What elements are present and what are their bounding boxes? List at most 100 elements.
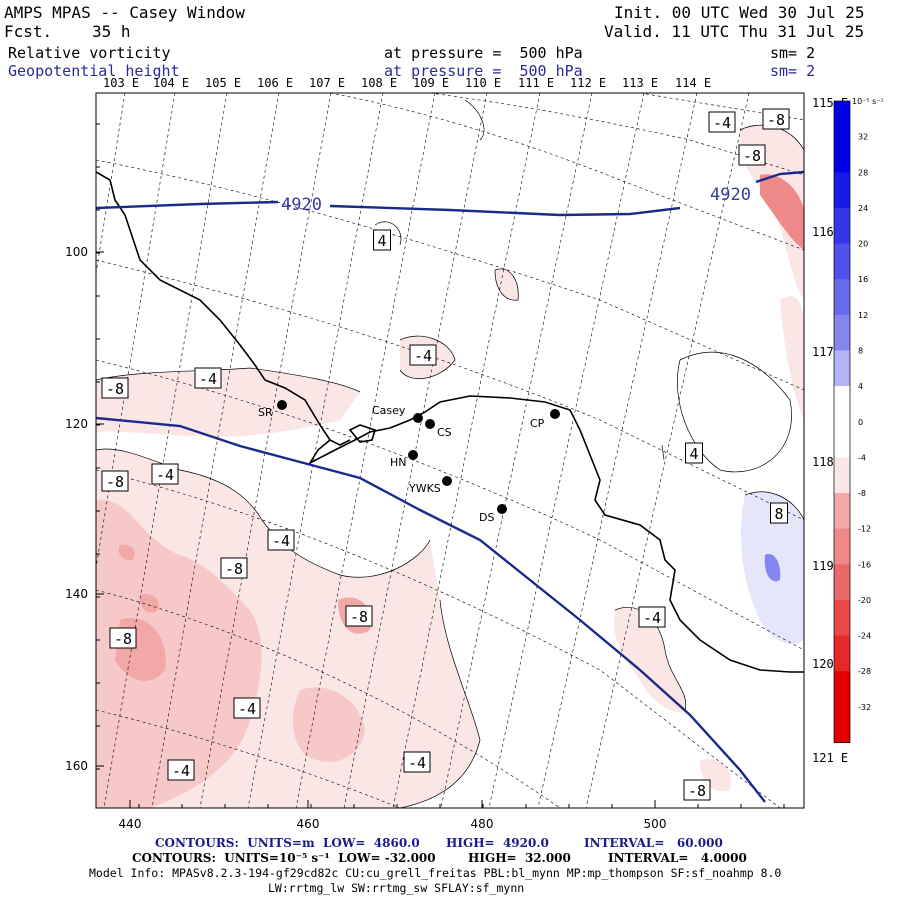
field2-name: Geopotential height bbox=[8, 62, 180, 80]
geopotential-height-contours bbox=[96, 170, 804, 803]
field1-sm: sm= 2 bbox=[770, 44, 816, 62]
vorticity-label: -8 bbox=[114, 630, 132, 648]
colorbar-label: 8 bbox=[858, 346, 863, 355]
colorbar-swatch bbox=[834, 350, 850, 387]
colorbar-swatch bbox=[834, 243, 850, 280]
station-label: DS bbox=[479, 511, 494, 524]
right-longitude-label: 121 E bbox=[812, 751, 848, 765]
colorbar-unit: 10⁻⁵ s⁻¹ bbox=[852, 97, 884, 106]
x-tick-label: 480 bbox=[471, 817, 494, 831]
vorticity-label: -4 bbox=[408, 754, 426, 772]
colorbar-label: -32 bbox=[858, 703, 871, 712]
colorbar-swatch bbox=[834, 101, 850, 138]
colorbar-swatch bbox=[834, 635, 850, 672]
colorbar-label: -12 bbox=[858, 525, 871, 534]
footer-model-info: Model Info: MPASv8.2.3-194-gf29cd82c CU:… bbox=[89, 866, 782, 880]
station-label: YWKS bbox=[408, 482, 441, 495]
vorticity-label: -8 bbox=[688, 782, 706, 800]
colorbar-label: 32 bbox=[858, 133, 868, 142]
top-longitude-label: 103 E bbox=[103, 76, 140, 90]
footer-line1-contours: CONTOURS: UNITS=m LOW= 4860.0 bbox=[155, 836, 420, 850]
station-dot bbox=[550, 409, 560, 419]
top-longitude-label: 110 E bbox=[465, 76, 502, 90]
top-longitude-label: 112 E bbox=[570, 76, 607, 90]
colorbar-swatch bbox=[834, 457, 850, 494]
vorticity-label: -4 bbox=[643, 609, 661, 627]
vorticity-label: -8 bbox=[350, 608, 368, 626]
top-longitude-label: 104 E bbox=[153, 76, 190, 90]
y-tick-label: 140 bbox=[65, 587, 88, 601]
y-tick-label: 100 bbox=[65, 245, 88, 259]
colorbar-swatch bbox=[834, 386, 850, 423]
footer-line1-interval: INTERVAL= 60.000 bbox=[584, 836, 723, 850]
top-longitude-label: 109 E bbox=[413, 76, 450, 90]
footer-model-info2: LW:rrtmg_lw SW:rrtmg_sw SFLAY:sf_mynn bbox=[268, 881, 525, 895]
colorbar-label: 20 bbox=[858, 240, 868, 249]
station-label: SR bbox=[258, 406, 273, 419]
x-axis: 440 460 480 500 bbox=[119, 800, 785, 831]
footer-line2-interval: INTERVAL= 4.0000 bbox=[608, 851, 747, 865]
station-label: CS bbox=[437, 426, 452, 439]
vorticity-label: -8 bbox=[225, 560, 243, 578]
vorticity-label: -8 bbox=[743, 147, 761, 165]
top-longitude-label: 106 E bbox=[257, 76, 294, 90]
colorbar-swatch bbox=[834, 599, 850, 637]
field1-name: Relative vorticity bbox=[8, 44, 171, 62]
height-labels: 4920 4920 bbox=[281, 185, 751, 215]
init-time: Init. 00 UTC Wed 30 Jul 25 bbox=[614, 3, 865, 22]
x-tick-label: 500 bbox=[644, 817, 667, 831]
colorbar-swatch bbox=[834, 314, 850, 351]
vorticity-labels: -4 -8 -8 4 -4 -8 -4 -8 -4 -4 4 8 -8 -4 -8 -8 -4 -4 -4 -8 bbox=[101, 108, 790, 801]
station-dot bbox=[413, 413, 423, 423]
top-longitude-label: 113 E bbox=[622, 76, 659, 90]
footer-line2-high: HIGH= 32.000 bbox=[468, 851, 571, 865]
colorbar-swatch bbox=[834, 279, 850, 316]
colorbar-label: 28 bbox=[858, 168, 868, 177]
coastline bbox=[96, 171, 804, 673]
height-label: 4920 bbox=[281, 195, 322, 215]
top-longitude-label: 107 E bbox=[309, 76, 346, 90]
station-dot bbox=[497, 504, 507, 514]
x-tick-label: 440 bbox=[119, 817, 142, 831]
station-dot bbox=[408, 450, 418, 460]
top-longitude-label: 108 E bbox=[361, 76, 398, 90]
colorbar-label: -20 bbox=[858, 596, 871, 605]
vorticity-label: -8 bbox=[106, 473, 124, 491]
latlon-grid bbox=[96, 93, 804, 808]
colorbar-swatch bbox=[834, 564, 850, 601]
station-dot bbox=[425, 419, 435, 429]
colorbar-swatch bbox=[834, 136, 850, 173]
station-label: CP bbox=[530, 417, 545, 430]
station-dot bbox=[277, 400, 287, 410]
station-label: HN bbox=[390, 456, 407, 469]
vorticity-contours bbox=[96, 99, 804, 808]
colorbar-label: 4 bbox=[858, 382, 863, 391]
fcst-value: 35 h bbox=[92, 22, 131, 41]
plot-frame bbox=[95, 92, 805, 809]
vorticity-label: 4 bbox=[377, 232, 386, 250]
colorbar-swatch bbox=[834, 528, 850, 565]
fcst-label: Fcst. bbox=[4, 22, 53, 41]
vorticity-label: 4 bbox=[689, 445, 698, 463]
vorticity-label: -4 bbox=[156, 466, 174, 484]
field2-sm: sm= 2 bbox=[770, 62, 816, 80]
colorbar-swatch bbox=[834, 207, 850, 245]
vorticity-shading bbox=[96, 125, 804, 808]
colorbar-label: 16 bbox=[858, 275, 868, 284]
colorbar-label: 0 bbox=[858, 418, 863, 427]
station-label: Casey bbox=[372, 404, 406, 417]
y-tick-label: 160 bbox=[65, 759, 88, 773]
model-title: AMPS MPAS -- Casey Window bbox=[4, 3, 245, 22]
y-tick-label: 120 bbox=[65, 417, 88, 431]
colorbar-label: -16 bbox=[858, 560, 871, 569]
footer-line2-contours: CONTOURS: UNITS=10⁻⁵ s⁻¹ LOW= -32.000 bbox=[132, 851, 436, 865]
vorticity-label: -4 bbox=[414, 347, 432, 365]
vorticity-label: -4 bbox=[199, 370, 217, 388]
colorbar-label: -4 bbox=[858, 453, 866, 462]
height-label: 4920 bbox=[710, 185, 751, 205]
vorticity-label: -8 bbox=[767, 111, 785, 129]
colorbar-swatch bbox=[834, 421, 850, 458]
top-longitude-label: 105 E bbox=[205, 76, 242, 90]
